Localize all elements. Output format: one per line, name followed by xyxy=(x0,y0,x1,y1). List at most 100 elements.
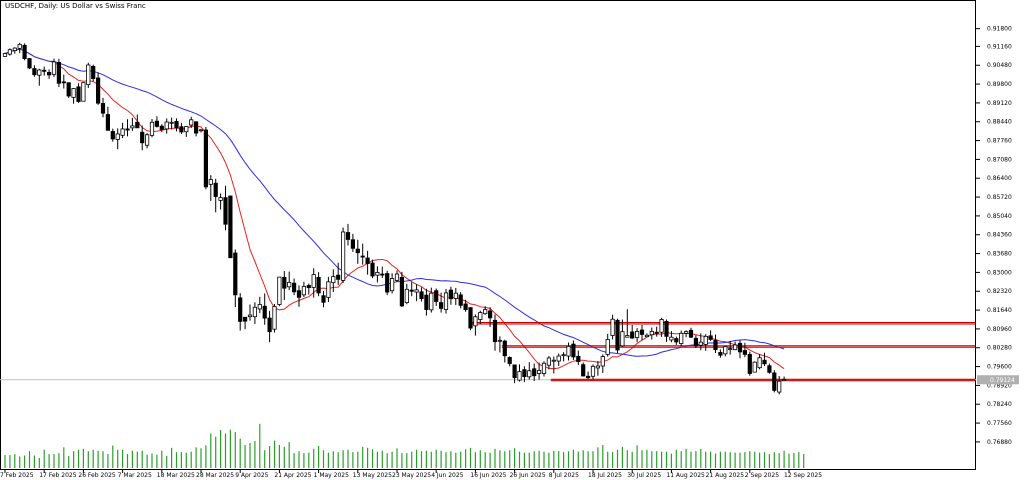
candle-body xyxy=(336,274,341,280)
y-tick-label: 0.76880 xyxy=(987,439,1012,446)
candle-body xyxy=(208,179,213,185)
x-tick-label: 30 Jul 2025 xyxy=(627,472,661,479)
candle-body xyxy=(674,338,679,343)
candle-body xyxy=(247,314,253,318)
candle-body xyxy=(576,355,581,362)
candle-body xyxy=(688,329,694,338)
candle-body xyxy=(42,69,47,72)
candle-body xyxy=(586,375,591,379)
candle-body xyxy=(267,317,272,333)
x-tick-label: 26 Jun 2025 xyxy=(510,472,546,479)
candle-body xyxy=(291,282,297,293)
candle-body xyxy=(590,365,596,377)
candle-body xyxy=(262,305,267,319)
candle-body xyxy=(321,295,326,303)
candle-body xyxy=(492,319,498,343)
candle-body xyxy=(507,357,512,364)
time-axis[interactable]: 7 Feb 2025 17 Feb 2025 26 Feb 2025 7 Mar 20… xyxy=(0,469,822,479)
candle-body xyxy=(96,77,101,104)
y-tick-label: 0.87760 xyxy=(987,138,1012,145)
candle-body xyxy=(463,303,468,310)
y-tick-label: 0.91800 xyxy=(987,26,1012,33)
candle-body xyxy=(105,114,110,131)
candle-body xyxy=(272,306,277,330)
candle-body xyxy=(370,262,375,277)
price-axis[interactable]: 0.91800 0.91160 0.90480 0.89800 0.89120 0.884… xyxy=(976,26,1012,446)
candle-body xyxy=(478,312,483,320)
candle-body xyxy=(71,88,76,98)
x-tick-label: 1 May 2025 xyxy=(314,472,349,479)
candle-body xyxy=(81,82,86,102)
y-tick-label: 0.83680 xyxy=(987,251,1012,258)
y-tick-label: 0.83000 xyxy=(987,269,1012,276)
candle-body xyxy=(257,304,262,310)
candlesticks xyxy=(2,42,787,395)
current-price-tag-bg xyxy=(977,375,1019,385)
candle-body xyxy=(551,359,556,362)
candle-body xyxy=(698,341,703,346)
candle-body xyxy=(448,289,454,300)
candle-body xyxy=(7,49,12,55)
candle-body xyxy=(242,316,248,322)
chart-title: USDCHF, Daily: US Dollar vs Swiss Franc xyxy=(5,2,146,10)
x-tick-label: 26 Feb 2025 xyxy=(78,472,116,479)
candle-body xyxy=(639,329,645,335)
candle-body xyxy=(767,365,772,373)
candle-body xyxy=(91,65,96,79)
candle-body xyxy=(527,370,532,378)
candle-body xyxy=(537,370,542,374)
candle-body xyxy=(189,119,194,126)
candle-body xyxy=(468,307,473,329)
candle-body xyxy=(277,276,282,305)
candle-body xyxy=(198,129,204,132)
candle-body xyxy=(125,128,130,131)
candle-body xyxy=(429,292,434,311)
x-tick-label: 9 Apr 2025 xyxy=(235,472,268,479)
candle-body xyxy=(581,364,586,377)
candle-body xyxy=(718,352,723,356)
y-tick-label: 0.90480 xyxy=(987,62,1012,69)
candle-body xyxy=(742,350,748,355)
candle-body xyxy=(61,81,66,84)
candle-body xyxy=(213,182,218,197)
x-tick-label: 21 Apr 2025 xyxy=(274,472,311,479)
candle-body xyxy=(340,231,346,281)
candle-body xyxy=(737,342,743,353)
y-tick-label: 0.91160 xyxy=(987,43,1012,50)
candle-body xyxy=(517,371,522,381)
candle-body xyxy=(218,197,223,201)
candle-body xyxy=(203,129,208,188)
x-tick-label: 8 Jul 2025 xyxy=(549,472,579,479)
candle-body xyxy=(757,357,762,369)
candle-body xyxy=(238,297,243,322)
x-tick-label: 4 Jun 2025 xyxy=(431,472,463,479)
candle-body xyxy=(287,281,292,288)
candle-body xyxy=(419,291,424,300)
candle-body xyxy=(228,195,233,259)
y-tick-label: 0.78240 xyxy=(987,401,1012,408)
candle-body xyxy=(600,356,605,367)
candle-body xyxy=(144,134,150,146)
candle-body xyxy=(385,273,390,293)
x-tick-label: 18 Jul 2025 xyxy=(588,472,622,479)
candle-body xyxy=(66,82,71,97)
candle-body xyxy=(27,58,32,69)
candle-body xyxy=(2,53,8,57)
candle-body xyxy=(424,294,429,310)
candle-body xyxy=(17,44,22,49)
candle-body xyxy=(375,272,380,276)
candle-body xyxy=(174,121,179,128)
candle-body xyxy=(747,353,752,374)
ma-slow-line xyxy=(4,48,785,357)
candle-body xyxy=(296,290,302,298)
candle-body xyxy=(56,62,62,84)
candle-body xyxy=(355,248,360,254)
candle-body xyxy=(782,379,787,381)
candle-body xyxy=(556,355,561,362)
candle-body xyxy=(350,239,356,249)
candle-body xyxy=(625,335,630,338)
candle-body xyxy=(282,276,287,289)
candle-body xyxy=(399,276,405,307)
candle-body xyxy=(149,121,155,136)
